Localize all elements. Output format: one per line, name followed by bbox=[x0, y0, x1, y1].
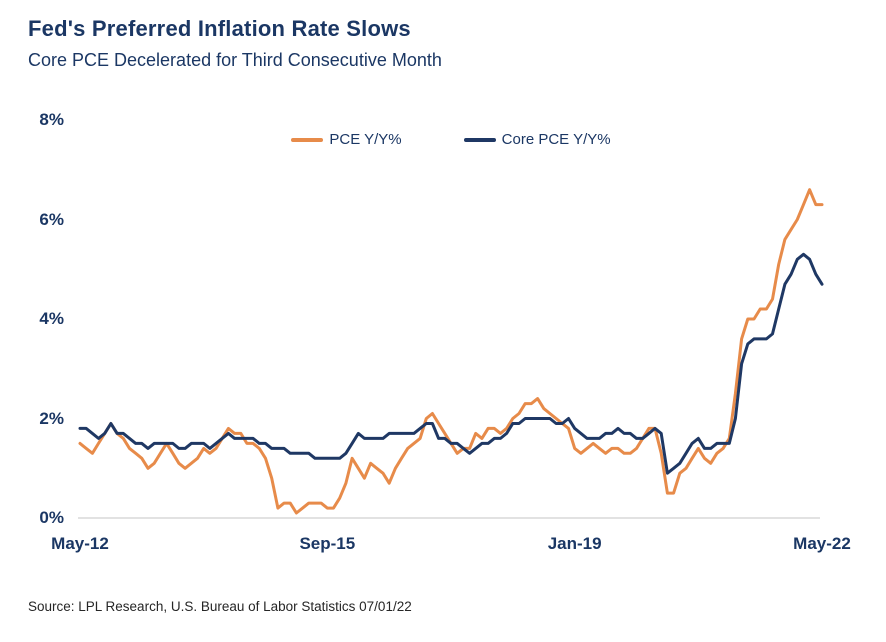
x-tick-label: Sep-15 bbox=[299, 534, 356, 553]
pce-line bbox=[78, 188, 824, 515]
chart-legend: PCE Y/Y% Core PCE Y/Y% bbox=[80, 131, 822, 148]
y-tick-label: 8% bbox=[39, 110, 64, 129]
source-note: Source: LPL Research, U.S. Bureau of Lab… bbox=[28, 599, 412, 614]
legend-label-pce: PCE Y/Y% bbox=[329, 131, 402, 148]
pce-line-swatch-icon bbox=[291, 137, 324, 142]
core-pce-line-swatch-icon bbox=[463, 137, 496, 142]
legend-item-pce: PCE Y/Y% bbox=[291, 131, 402, 148]
x-tick-label: May-22 bbox=[793, 534, 851, 553]
y-tick-label: 6% bbox=[39, 209, 64, 229]
x-tick-label: Jan-19 bbox=[547, 534, 602, 553]
y-tick-label: 4% bbox=[39, 309, 64, 328]
y-tick-label: 2% bbox=[39, 408, 64, 428]
y-tick-label: 0% bbox=[39, 508, 64, 527]
page-subtitle: Core PCE Decelerated for Third Consecuti… bbox=[28, 50, 442, 70]
x-tick-label: May-12 bbox=[51, 534, 109, 553]
page-title: Fed's Preferred Inflation Rate Slows bbox=[28, 16, 411, 41]
legend-label-core-pce: Core PCE Y/Y% bbox=[501, 131, 611, 148]
core-pce-line bbox=[78, 252, 824, 475]
legend-item-core-pce: Core PCE Y/Y% bbox=[463, 131, 611, 148]
